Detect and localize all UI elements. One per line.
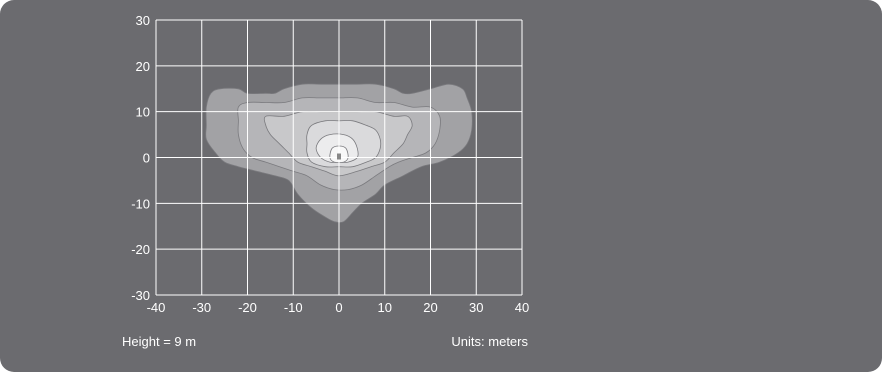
y-tick-label: -20 [131, 242, 150, 257]
y-tick-label: -30 [131, 288, 150, 303]
x-tick-label: -40 [147, 300, 166, 315]
y-tick-label: 30 [136, 13, 150, 28]
x-tick-labels: -40 -30 -20 -10 0 10 20 30 40 [147, 300, 530, 315]
fixture-marker [337, 153, 341, 160]
x-tick-label: 40 [515, 300, 529, 315]
x-tick-label: -10 [284, 300, 303, 315]
height-label: Height = 9 m [122, 334, 196, 349]
grid-layer [155, 19, 523, 296]
x-tick-label: 0 [335, 300, 342, 315]
x-tick-label: 10 [378, 300, 392, 315]
y-tick-labels: 30 20 10 0 -10 -20 -30 [131, 13, 150, 303]
units-label: Units: meters [451, 334, 528, 349]
y-tick-label: -10 [131, 196, 150, 211]
x-tick-label: 20 [423, 300, 437, 315]
x-tick-label: -30 [192, 300, 211, 315]
x-tick-label: 30 [469, 300, 483, 315]
x-tick-label: -20 [238, 300, 257, 315]
y-tick-label: 0 [143, 151, 150, 166]
y-tick-label: 10 [136, 105, 150, 120]
y-tick-label: 20 [136, 59, 150, 74]
fixture-layer [337, 153, 341, 160]
